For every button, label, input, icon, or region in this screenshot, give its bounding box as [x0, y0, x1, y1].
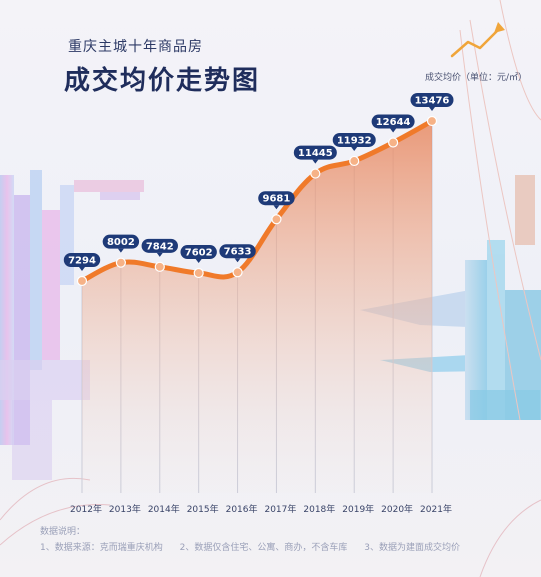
x-tick-label: 2020年: [381, 503, 413, 515]
x-tick-label: 2012年: [70, 503, 102, 515]
data-point: [193, 267, 204, 279]
y-axis-unit-label: 成交均价（单位：元/㎡）: [424, 73, 527, 83]
data-label-bg: [102, 234, 140, 249]
data-point: [349, 155, 360, 167]
data-label-bg: [180, 245, 217, 260]
x-tick-label: 2017年: [264, 503, 296, 515]
area-fill: [82, 121, 432, 493]
data-label: 12644: [371, 114, 415, 133]
trend-arrow-icon: [450, 22, 505, 58]
data-label-text: 7633: [224, 247, 252, 258]
x-tick-label: 2013年: [109, 503, 141, 515]
note-scope: 2、数据仅含住宅、公寓、商办，不含车库: [179, 543, 348, 553]
data-label-text: 9681: [263, 194, 291, 205]
data-label-pointer: [273, 205, 280, 210]
data-label-bg: [293, 145, 337, 160]
data-label-bg: [258, 191, 295, 206]
data-label-text: 12644: [376, 117, 411, 128]
data-label-pointer: [195, 259, 202, 264]
data-label: 7294: [63, 253, 101, 271]
x-tick-labels: 2012年 2013年 2014年 2015年 2016年 2017年 2018年 2019年…: [70, 503, 452, 515]
data-label-bg: [141, 238, 178, 253]
data-label-bg: [219, 244, 256, 259]
data-points: [76, 115, 438, 287]
left-skyline: [0, 170, 144, 480]
data-label: 13476: [410, 93, 454, 111]
x-tick-label: 2015年: [187, 503, 219, 515]
data-point: [271, 214, 282, 225]
data-label-pointer: [156, 252, 163, 257]
data-label: 11932: [332, 132, 376, 151]
data-label: 9681: [258, 191, 295, 210]
data-label-text: 11932: [337, 135, 372, 146]
data-label: 8002: [102, 234, 140, 253]
data-labels: 7294 8002 7842 7602 7633 9681 11445 11932 12644 1…: [63, 93, 454, 271]
data-point: [388, 137, 399, 148]
x-tick-label: 2019年: [342, 503, 374, 515]
data-label-bg: [63, 253, 101, 267]
data-label-pointer: [234, 258, 241, 263]
data-label-pointer: [351, 146, 358, 151]
data-point: [426, 115, 438, 127]
data-label-pointer: [79, 267, 85, 271]
x-tick-label: 2014年: [148, 503, 180, 515]
data-label-text: 11445: [298, 148, 333, 159]
bottom-decor: [0, 477, 541, 577]
data-label-text: 7294: [68, 256, 96, 267]
data-point: [76, 275, 88, 287]
data-point: [154, 261, 165, 272]
chart-title: 成交均价走势图: [64, 66, 261, 96]
data-label-pointer: [429, 107, 435, 111]
note-source: 1、数据来源：克而瑞重庆机构: [40, 543, 163, 553]
data-label-bg: [332, 132, 376, 147]
chart-subtitle: 重庆主城十年商品房: [68, 39, 203, 55]
data-label-text: 7602: [185, 248, 213, 259]
data-label-bg: [410, 93, 454, 107]
series-line: [79, 118, 435, 284]
data-label: 7842: [141, 238, 178, 257]
decor-curves: [459, 0, 541, 421]
x-tick-label: 2016年: [226, 503, 258, 515]
x-tick-label: 2021年: [420, 503, 452, 515]
data-label-text: 8002: [107, 237, 135, 248]
data-label-text: 13476: [415, 96, 450, 107]
data-label-bg: [371, 114, 415, 129]
data-point: [115, 257, 126, 268]
data-label: 11445: [293, 145, 337, 164]
data-label-text: 7842: [146, 241, 174, 252]
data-label: 7602: [180, 245, 217, 264]
data-label-pointer: [117, 248, 124, 253]
right-skyline: [360, 175, 541, 420]
data-label: 7633: [219, 244, 256, 263]
notes-row: 1、数据来源：克而瑞重庆机构 2、数据仅含住宅、公寓、商办，不含车库 3、数据为…: [40, 540, 474, 556]
data-point: [232, 267, 243, 278]
data-point: [310, 168, 321, 179]
data-label-pointer: [312, 159, 319, 164]
data-label-pointer: [390, 128, 397, 133]
note-basis: 3、数据为建面成交均价: [364, 543, 460, 553]
data-notes: 数据说明： 1、数据来源：克而瑞重庆机构 2、数据仅含住宅、公寓、商办，不含车库…: [40, 524, 474, 556]
x-tick-label: 2018年: [303, 503, 335, 515]
notes-heading: 数据说明：: [40, 527, 86, 537]
